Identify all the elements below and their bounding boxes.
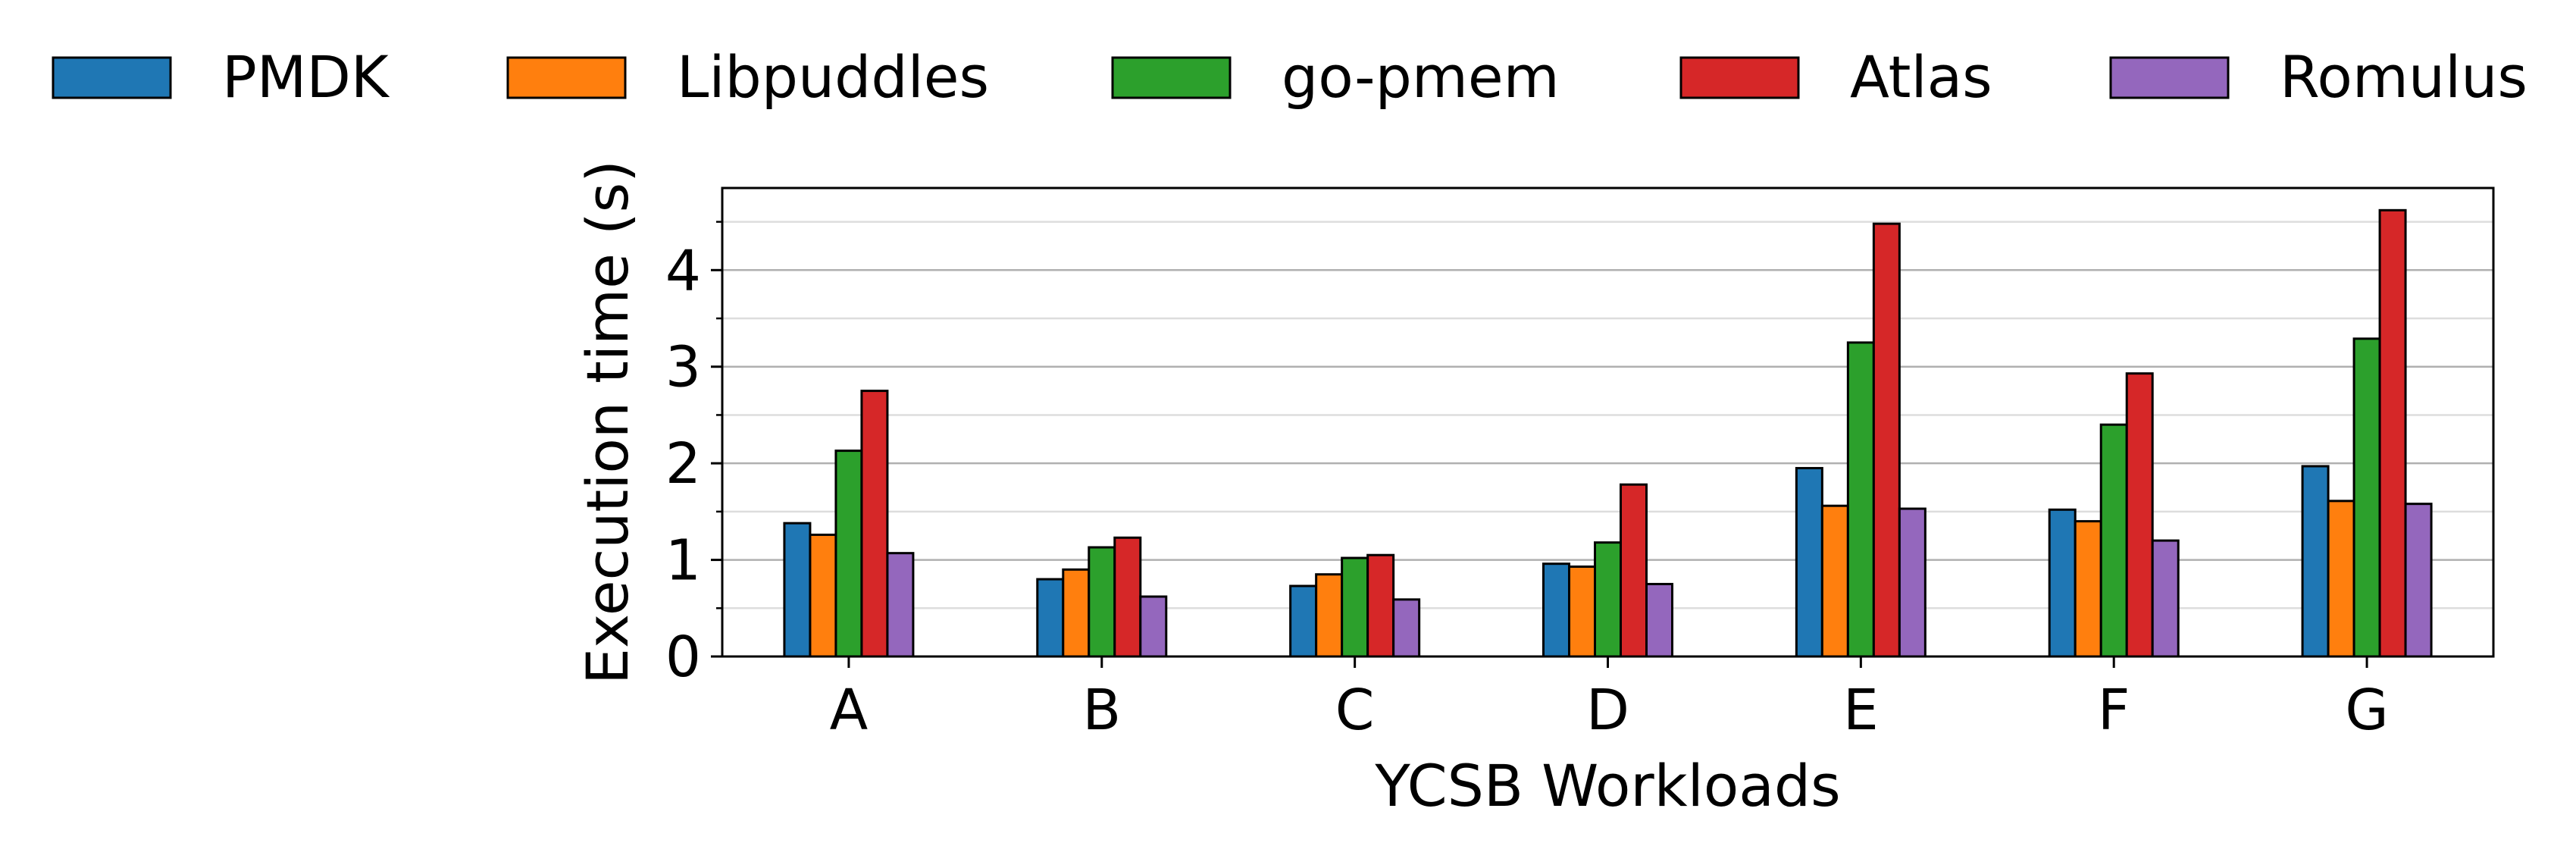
x-tick-label: F [2098,678,2130,743]
x-axis: A B C D E F G [830,656,2389,743]
legend-swatch-romulus [2109,56,2230,99]
bar-romulus-e [1898,507,1927,658]
y-tick-label: 0 [665,625,701,690]
legend-swatch-go-pmem [1111,56,1232,99]
x-axis-title: YCSB Workloads [1374,752,1840,819]
legend-label-go-pmem: go-pmem [1282,43,1560,111]
legend-label-libpuddles: Libpuddles [677,43,989,111]
legend-label-romulus: Romulus [2280,43,2527,111]
bar-libpuddles-b [1062,568,1091,658]
bar-romulus-d [1645,582,1673,658]
bar-libpuddles-g [2327,500,2355,658]
x-tick-label: D [1586,678,1629,743]
bar-atlas-b [1113,536,1142,658]
bar-pmdk-d [1542,562,1570,658]
bars [783,208,2433,658]
legend-swatch-libpuddles [506,56,627,99]
bar-atlas-g [2378,208,2407,658]
x-tick-label: G [2345,678,2388,743]
x-tick-label: E [1843,678,1879,743]
legend-swatch-pmdk [52,56,172,99]
bar-go-pmem-e [1846,341,1875,658]
bar-go-pmem-a [834,450,863,658]
bar-pmdk-g [2301,465,2330,658]
x-tick-label: B [1082,678,1121,743]
bar-pmdk-b [1036,578,1065,658]
bar-pmdk-a [783,522,812,658]
y-axis-title: Execution time (s) [574,160,641,685]
bar-pmdk-f [2048,508,2077,658]
bar-libpuddles-a [809,533,837,658]
y-tick-label: 2 [665,431,701,497]
bar-go-pmem-c [1341,556,1369,658]
bar-atlas-a [860,390,889,658]
bar-atlas-f [2125,372,2154,658]
bar-romulus-a [886,552,915,658]
bar-pmdk-e [1795,467,1823,658]
bar-libpuddles-d [1568,565,1596,658]
bar-go-pmem-g [2352,337,2381,658]
bar-romulus-g [2404,503,2433,658]
y-tick-label: 1 [665,528,701,594]
bar-go-pmem-b [1088,546,1116,658]
bar-libpuddles-f [2074,520,2102,658]
legend-label-pmdk: PMDK [222,43,390,111]
bar-romulus-b [1139,595,1168,658]
bar-go-pmem-d [1594,541,1622,658]
y-axis: 0 1 2 3 4 [665,221,722,690]
bar-atlas-d [1620,483,1648,658]
y-tick-label: 3 [665,335,701,400]
legend: PMDK Libpuddles go-pmem Atlas Romulus [52,43,2527,111]
bar-go-pmem-f [2099,423,2128,658]
legend-swatch-atlas [1679,56,1800,99]
x-tick-label: A [830,678,869,743]
bar-atlas-e [1872,222,1901,658]
bar-romulus-f [2151,539,2180,658]
x-tick-label: C [1335,678,1375,743]
bar-romulus-c [1392,598,1421,658]
y-tick-label: 4 [665,238,701,303]
bar-libpuddles-c [1315,573,1344,658]
bar-libpuddles-e [1820,504,1849,658]
legend-label-atlas: Atlas [1850,43,1992,111]
bar-pmdk-c [1289,584,1318,658]
bar-atlas-c [1366,553,1395,658]
